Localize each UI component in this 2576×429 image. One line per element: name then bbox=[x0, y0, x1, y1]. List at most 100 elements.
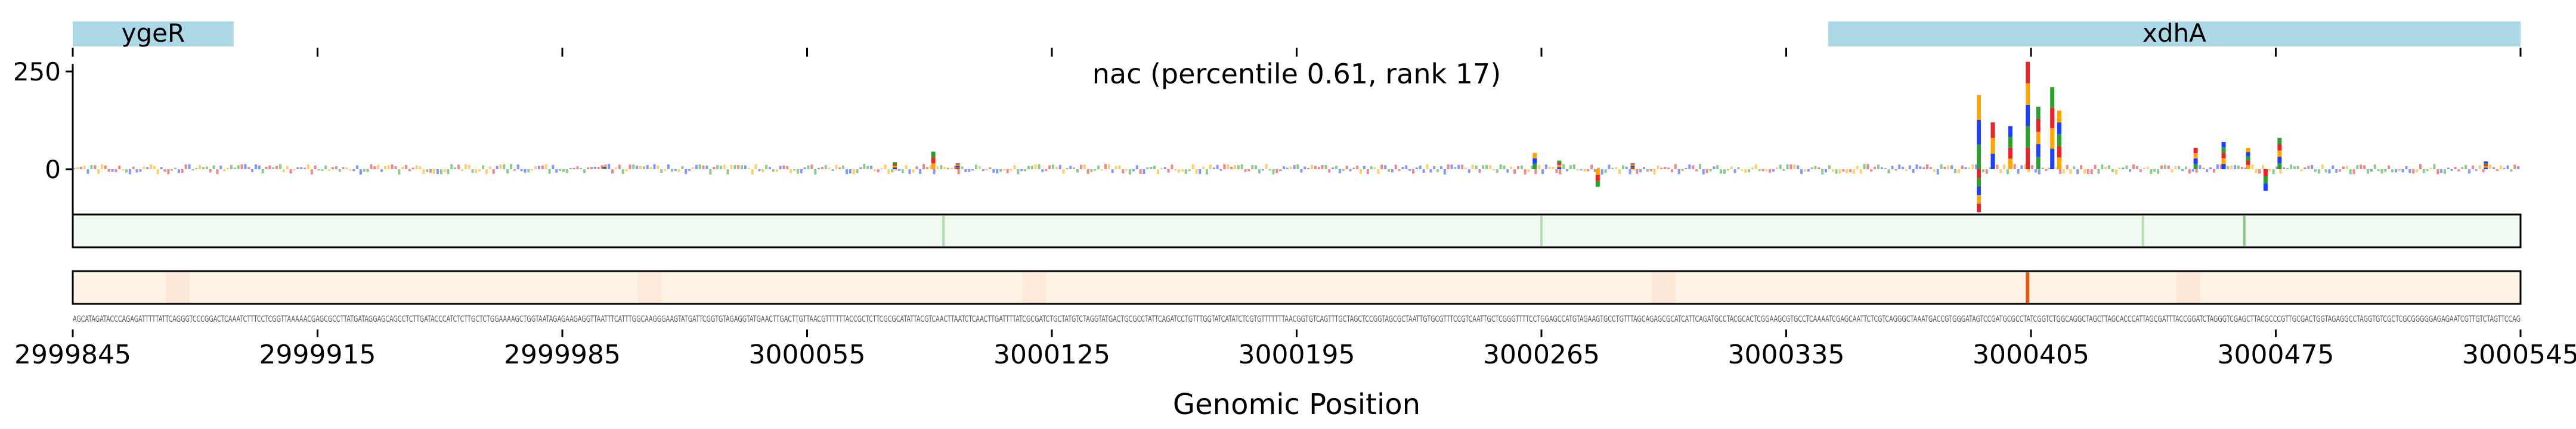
logo-noise-mark bbox=[321, 169, 324, 171]
logo-peak-16 bbox=[2193, 147, 2198, 153]
logo-noise-mark bbox=[1342, 169, 1345, 171]
logo-noise-mark bbox=[1122, 169, 1125, 174]
logo-noise-mark bbox=[2401, 169, 2404, 173]
logo-noise-mark bbox=[118, 166, 121, 169]
logo-peak-11 bbox=[2026, 83, 2030, 105]
green-heatmap-track bbox=[72, 213, 2522, 248]
logo-peak-3 bbox=[955, 166, 960, 167]
logo-noise-mark bbox=[1953, 169, 1956, 173]
logo-noise-mark bbox=[737, 165, 740, 169]
x-tick-label-8: 3000405 bbox=[1973, 340, 2089, 370]
logo-noise-mark bbox=[1667, 167, 1670, 169]
logo-noise-mark bbox=[2135, 166, 2138, 169]
logo-noise-mark bbox=[2296, 166, 2299, 169]
logo-noise-mark bbox=[1572, 164, 1575, 169]
logo-noise-mark bbox=[1831, 169, 1834, 172]
logo-noise-mark bbox=[1608, 164, 1611, 169]
green-track-mark-2 bbox=[2141, 216, 2144, 246]
logo-noise-mark bbox=[202, 167, 205, 169]
logo-noise-mark bbox=[925, 167, 928, 169]
logo-noise-mark bbox=[499, 164, 502, 169]
logo-noise-mark bbox=[408, 169, 411, 172]
logo-peak-1 bbox=[893, 162, 897, 164]
logo-noise-mark bbox=[978, 166, 981, 169]
logo-peak-15 bbox=[1977, 169, 1981, 178]
logo-noise-mark bbox=[1999, 169, 2002, 173]
logo-peak-21 bbox=[2484, 161, 2488, 163]
logo-noise-mark bbox=[705, 165, 708, 169]
logo-noise-mark bbox=[1587, 169, 1590, 172]
logo-noise-mark bbox=[1818, 167, 1820, 169]
logo-noise-mark bbox=[282, 169, 285, 173]
logo-noise-mark bbox=[2003, 164, 2006, 169]
logo-noise-mark bbox=[940, 165, 943, 169]
x-axis: 2999845 2999915 2999985 3000055 3000125 30001… bbox=[14, 329, 2576, 370]
logo-noise-mark bbox=[2181, 169, 2184, 172]
logo-noise-mark bbox=[565, 169, 568, 173]
logo-noise-mark bbox=[478, 169, 481, 172]
x-axis-label: Genomic Position bbox=[1173, 388, 1420, 421]
logo-peak-18 bbox=[2246, 156, 2250, 161]
logo-noise-mark bbox=[576, 166, 579, 169]
logo-noise-mark bbox=[1709, 169, 1712, 172]
logo-noise-mark bbox=[2283, 167, 2286, 169]
logo-noise-mark bbox=[657, 165, 660, 169]
logo-noise-mark bbox=[1723, 169, 1726, 174]
logo-noise-mark bbox=[2398, 169, 2401, 172]
logo-noise-mark bbox=[503, 164, 506, 169]
logo-noise-mark bbox=[2433, 164, 2436, 169]
green-track-mark-1 bbox=[1540, 216, 1543, 246]
logo-peak-20 bbox=[2277, 163, 2282, 169]
logo-noise-mark bbox=[1384, 165, 1387, 169]
logo-noise-mark bbox=[782, 165, 785, 169]
logo-noise-mark bbox=[2457, 169, 2460, 172]
logo-noise-mark bbox=[2370, 169, 2373, 172]
logo-noise-mark bbox=[2118, 167, 2121, 169]
logo-noise-mark bbox=[79, 166, 82, 169]
logo-peak-18 bbox=[2246, 147, 2250, 153]
logo-noise-mark bbox=[667, 164, 670, 169]
logo-peak-2 bbox=[931, 151, 936, 158]
logo-peak-12 bbox=[2036, 119, 2041, 132]
logo-noise-mark bbox=[191, 169, 194, 171]
logo-noise-mark bbox=[608, 164, 611, 169]
logo-noise-mark bbox=[800, 169, 803, 173]
logo-noise-mark bbox=[1363, 166, 1366, 169]
logo-noise-mark bbox=[1101, 169, 1104, 171]
logo-noise-mark bbox=[1058, 164, 1061, 169]
logo-noise-mark bbox=[304, 167, 306, 169]
logo-noise-mark bbox=[1041, 169, 1044, 172]
logo-noise-mark bbox=[2219, 164, 2222, 169]
logo-noise-mark bbox=[971, 169, 974, 171]
logo-noise-mark bbox=[1698, 164, 1701, 169]
logo-noise-mark bbox=[831, 169, 834, 171]
logo-noise-mark bbox=[2104, 166, 2107, 169]
logo-peak-7 bbox=[1630, 168, 1635, 169]
logo-noise-mark bbox=[852, 169, 855, 175]
logo-peak-12 bbox=[2036, 107, 2041, 120]
logo-noise-mark bbox=[2377, 169, 2380, 172]
logo-noise-mark bbox=[1419, 165, 1422, 169]
logo-noise-mark bbox=[1915, 164, 1918, 169]
logo-noise-mark bbox=[1758, 169, 1761, 172]
logo-noise-mark bbox=[2289, 164, 2292, 169]
logo-noise-mark bbox=[1492, 169, 1495, 171]
logo-noise-mark bbox=[2114, 169, 2117, 175]
logo-noise-mark bbox=[2258, 169, 2261, 174]
logo-noise-mark bbox=[2216, 164, 2219, 169]
logo-noise-mark bbox=[1332, 167, 1335, 169]
logo-noise-mark bbox=[555, 169, 558, 173]
logo-noise-mark bbox=[1527, 169, 1530, 172]
x-tick-label-4: 3000125 bbox=[993, 340, 1110, 370]
logo-noise-mark bbox=[2517, 166, 2520, 169]
logo-noise-mark bbox=[205, 166, 208, 169]
x-tick-label-0: 2999845 bbox=[14, 340, 131, 370]
logo-peak-13 bbox=[2050, 148, 2055, 169]
logo-noise-mark bbox=[1797, 165, 1800, 169]
logo-noise-mark bbox=[1754, 164, 1757, 169]
logo-noise-mark bbox=[227, 167, 230, 169]
logo-noise-mark bbox=[1272, 169, 1275, 175]
logo-noise-mark bbox=[1450, 164, 1453, 169]
logo-noise-mark bbox=[1135, 165, 1138, 169]
logo-noise-mark bbox=[510, 164, 513, 169]
